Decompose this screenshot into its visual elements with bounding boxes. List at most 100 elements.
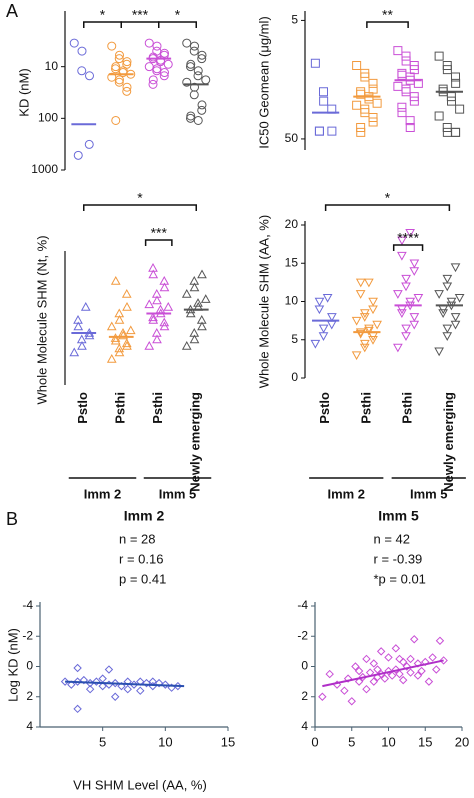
data-point — [454, 293, 465, 303]
y-tick-label: -4 — [297, 598, 308, 612]
data-point — [152, 295, 162, 305]
data-point — [372, 98, 382, 108]
data-point — [368, 78, 378, 88]
data-point — [110, 275, 121, 285]
data-point — [186, 62, 196, 72]
data-point — [395, 669, 404, 679]
data-point — [186, 111, 196, 121]
data-point — [352, 60, 362, 70]
data-point — [197, 269, 207, 279]
data-point — [315, 126, 324, 136]
significance-label: * — [175, 7, 181, 23]
y-tick-label: 10 — [285, 294, 299, 308]
data-point — [197, 50, 207, 60]
group-label: Imm 2 — [84, 486, 122, 501]
data-point — [114, 314, 125, 324]
data-point — [85, 684, 95, 694]
data-point — [60, 677, 70, 686]
data-point — [442, 274, 453, 284]
data-point — [326, 320, 337, 330]
data-point — [98, 681, 107, 691]
data-point — [110, 692, 120, 701]
data-point — [73, 150, 83, 160]
data-point — [362, 684, 371, 694]
data-point — [193, 115, 203, 125]
x-tick-label: 0 — [311, 734, 318, 749]
data-point — [193, 298, 203, 307]
data-point — [126, 69, 136, 79]
data-point — [163, 301, 174, 311]
data-point — [148, 75, 158, 85]
x-tick-label: Pstlo — [317, 392, 332, 424]
data-point — [358, 672, 367, 682]
data-point — [356, 122, 366, 132]
data-point — [343, 674, 353, 683]
data-point — [121, 338, 132, 348]
y-axis-label: Log KD (nM) — [5, 628, 20, 702]
data-point — [122, 82, 132, 92]
x-tick-label: Pstlo — [75, 392, 90, 424]
fit-line — [322, 659, 444, 688]
data-point — [201, 75, 211, 85]
data-point — [359, 343, 370, 353]
data-point — [182, 38, 192, 48]
data-point — [424, 677, 434, 686]
data-point — [327, 313, 337, 322]
data-point — [391, 644, 401, 653]
data-point — [84, 330, 95, 340]
data-point — [340, 686, 349, 695]
data-point — [364, 324, 374, 334]
data-point — [160, 68, 170, 78]
stat-line: r = -0.39 — [374, 551, 423, 566]
data-point — [322, 293, 333, 303]
data-point — [84, 139, 94, 149]
data-point — [107, 41, 117, 51]
data-point — [442, 122, 452, 132]
data-point — [397, 309, 407, 319]
data-point — [163, 59, 173, 69]
x-axis-label: VH SHM Level (AA, %) — [73, 777, 207, 792]
data-point — [121, 288, 132, 298]
data-point — [354, 666, 364, 676]
panel-label: A — [6, 1, 18, 21]
data-point — [197, 100, 207, 110]
x-tick-label: 10 — [381, 734, 395, 749]
data-point — [368, 336, 378, 345]
data-point — [439, 656, 448, 665]
data-point — [384, 666, 393, 676]
fit-line — [65, 680, 185, 688]
group-label: Imm 5 — [159, 486, 197, 501]
data-point — [352, 100, 362, 110]
data-point — [380, 674, 390, 683]
data-point — [122, 340, 132, 350]
data-point — [114, 308, 125, 318]
data-point — [359, 313, 370, 322]
data-point — [401, 282, 411, 292]
data-point — [189, 282, 200, 292]
data-point — [327, 126, 337, 136]
data-point — [144, 38, 154, 48]
y-tick-label: 10 — [45, 59, 59, 73]
y-tick-label: 5 — [291, 13, 298, 27]
data-point — [413, 659, 423, 668]
data-point — [413, 293, 424, 303]
data-point — [393, 81, 403, 91]
data-point — [148, 312, 158, 322]
x-tick-label: 15 — [221, 734, 235, 749]
data-point — [405, 228, 415, 238]
data-point — [351, 316, 362, 326]
data-point — [154, 678, 164, 688]
y-tick-label: 100 — [38, 111, 58, 125]
data-point — [114, 77, 124, 87]
data-point — [397, 108, 407, 118]
data-point — [397, 236, 407, 246]
data-point — [442, 127, 452, 137]
data-point — [79, 675, 89, 685]
y-axis-label: KD (nM) — [16, 68, 31, 116]
data-point — [318, 692, 327, 701]
panel-label: B — [6, 509, 18, 529]
data-point — [310, 58, 320, 68]
data-point — [402, 662, 412, 671]
data-point — [410, 635, 419, 644]
